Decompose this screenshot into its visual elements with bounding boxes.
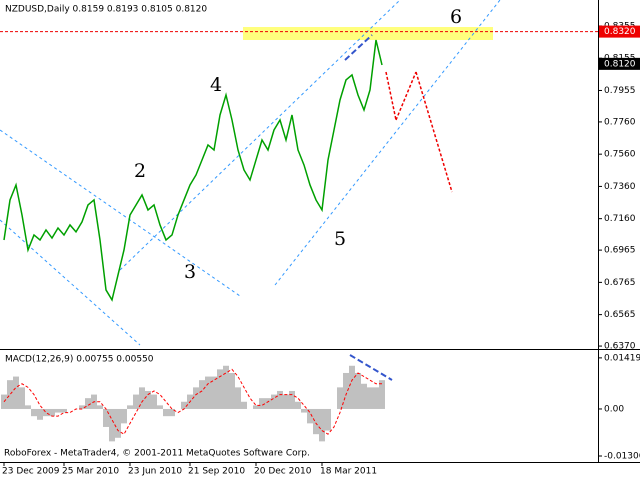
macd-bar	[271, 394, 277, 409]
channels	[0, 0, 501, 346]
macd-bar	[169, 408, 175, 417]
footer: RoboForex - MetaTrader4, © 2001-2011 Met…	[4, 449, 310, 459]
y-tick-label: 0.7560	[604, 150, 636, 160]
wave-label: 5	[334, 228, 346, 250]
y-tick-label: 0.7760	[604, 117, 636, 127]
macd-bar	[343, 372, 349, 409]
macd-bar	[97, 405, 103, 409]
x-tick-label: 23 Jun 2010	[128, 467, 182, 477]
macd-title: MACD(12,26,9) 0.00755 0.00550	[5, 355, 154, 365]
macd-bar	[115, 408, 121, 438]
price-label: 0.8120	[604, 59, 636, 69]
wave-label: 4	[210, 74, 222, 96]
macd-bar	[181, 401, 187, 409]
y-tick-label: 0.7160	[604, 214, 636, 224]
macd-bar	[145, 390, 151, 409]
y-tick-label: 0.6370	[604, 342, 636, 352]
macd-bar	[199, 380, 205, 409]
macd-bar	[217, 369, 223, 409]
resistance-zone	[243, 27, 493, 40]
macd-bar	[163, 408, 169, 417]
y-tick-label: -0.01306	[604, 451, 640, 461]
macd-bar	[241, 401, 247, 409]
macd-bar	[151, 394, 157, 409]
macd-bar	[325, 408, 331, 431]
macd-bar	[31, 408, 37, 417]
macd-bar	[337, 387, 343, 409]
macd-bar	[355, 372, 361, 409]
macd-bar	[313, 408, 319, 435]
macd-bar	[277, 390, 283, 409]
x-tick-label: 23 Dec 2009	[2, 467, 60, 477]
macd-bar	[139, 387, 145, 409]
macd-bar	[109, 408, 115, 442]
macd-bar	[193, 387, 199, 409]
macd-bar	[301, 408, 307, 413]
macd-bar	[121, 408, 127, 424]
macd-bar	[7, 380, 13, 409]
macd-bar	[103, 408, 109, 427]
macd-bar	[319, 408, 325, 442]
price-line	[3, 39, 383, 302]
macd-bar	[85, 398, 91, 409]
forecast-arrows	[344, 34, 453, 381]
y-tick-label: 0.7955	[604, 86, 636, 96]
wave-label: 3	[184, 261, 196, 283]
macd-bar	[361, 383, 367, 409]
macd-bar	[19, 387, 25, 409]
price-box	[599, 57, 640, 70]
macd-bar	[79, 405, 85, 409]
macd-bar	[307, 408, 313, 424]
x-tick-label: 25 Mar 2010	[62, 467, 119, 477]
macd-bar	[229, 372, 235, 409]
macd-bar	[223, 365, 229, 409]
macd-bar	[379, 380, 385, 409]
macd-bar	[265, 398, 271, 409]
macd-bar	[259, 398, 265, 409]
x-tick-label: 21 Sep 2010	[188, 467, 245, 477]
macd-bar	[55, 408, 61, 413]
macd-bar	[61, 408, 67, 413]
macd-bar	[133, 394, 139, 409]
y-tick-label: 0.7360	[604, 182, 636, 192]
y-tick-label: 0.01419	[604, 353, 640, 363]
macd-bar	[205, 376, 211, 409]
wave-label: 6	[450, 6, 462, 28]
resistance-box	[599, 25, 640, 38]
wave-label: 2	[134, 160, 146, 182]
macd-bar	[25, 405, 31, 409]
macd-bar	[289, 390, 295, 409]
macd-bar	[367, 387, 373, 409]
y-tick-label: 0.6565	[604, 310, 636, 320]
macd-bar	[43, 408, 49, 417]
x-tick-label: 20 Dec 2010	[254, 467, 312, 477]
macd-bar	[37, 408, 43, 420]
signal-line	[3, 368, 382, 435]
macd-bar	[253, 405, 259, 409]
macd-bar	[49, 408, 55, 417]
y-tick-label: 0.6765	[604, 278, 636, 288]
macd-bar	[211, 376, 217, 409]
macd-bar	[283, 394, 289, 409]
macd-bar	[235, 387, 241, 409]
macd-bar	[349, 365, 355, 409]
macd-bar	[127, 405, 133, 409]
y-tick-label: 0.6965	[604, 246, 636, 256]
y-tick-label: 0.00	[604, 404, 624, 414]
macd-bar	[157, 405, 163, 409]
price-title: NZDUSD,Daily 0.8159 0.8193 0.8105 0.8120	[5, 5, 207, 15]
macd-bar	[373, 387, 379, 409]
macd-bar	[13, 376, 19, 409]
resistance-label: 0.8320	[604, 27, 636, 37]
x-tick-label: 18 Mar 2011	[320, 467, 377, 477]
macd-bar	[295, 401, 301, 409]
